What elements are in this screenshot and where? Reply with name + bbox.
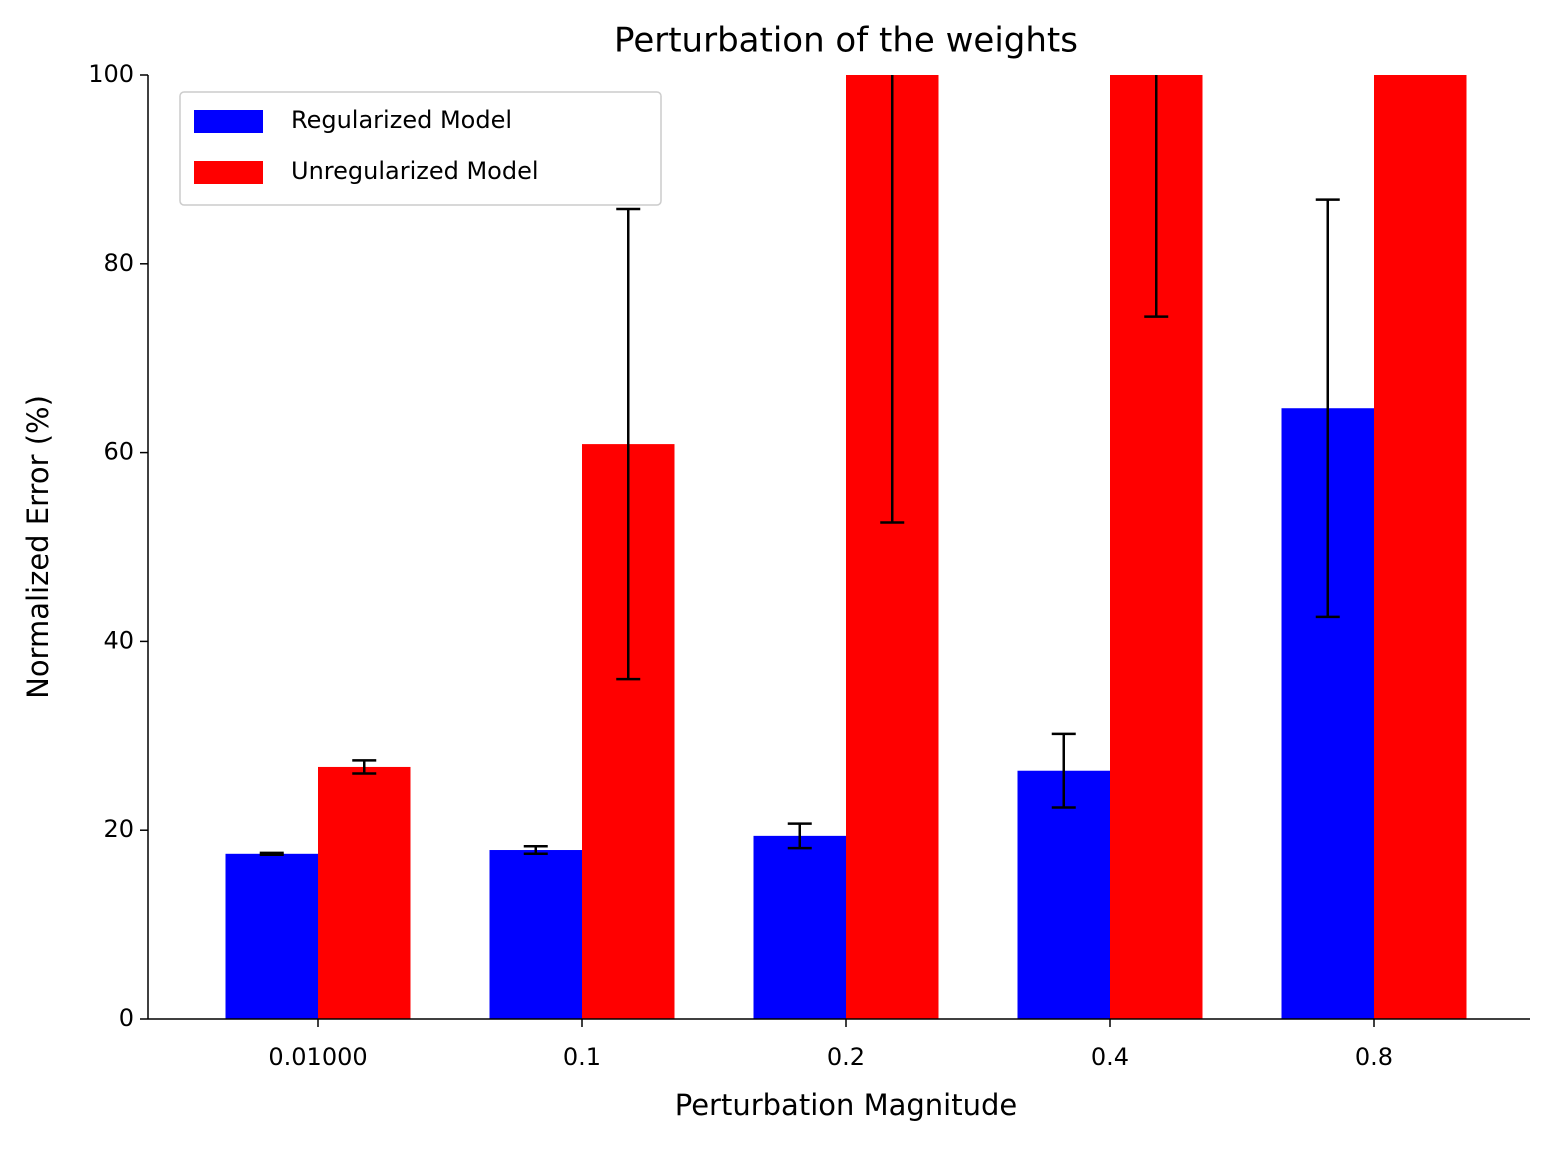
y-tick-label: 20 xyxy=(103,815,134,843)
y-tick-label: 100 xyxy=(88,60,134,88)
x-tick-label: 0.1 xyxy=(563,1043,601,1071)
y-tick-label: 40 xyxy=(103,626,134,654)
bar xyxy=(318,766,411,1019)
legend-label: Regularized Model xyxy=(291,106,512,134)
x-tick-label: 0.2 xyxy=(827,1043,865,1071)
x-tick-label: 0.4 xyxy=(1091,1043,1129,1071)
y-tick-label: 0 xyxy=(119,1004,134,1032)
legend-label: Unregularized Model xyxy=(291,157,539,185)
x-tick-label: 0.8 xyxy=(1355,1043,1393,1071)
y-tick-label: 80 xyxy=(103,249,134,277)
error-bar xyxy=(787,822,812,850)
error-bar xyxy=(352,759,377,775)
chart-title: Perturbation of the weights xyxy=(614,21,1078,61)
error-bar xyxy=(523,844,548,856)
error-bar xyxy=(1315,198,1340,619)
error-bar xyxy=(616,207,641,681)
bar xyxy=(489,850,582,1019)
plot-area xyxy=(225,75,1467,1019)
error-bar xyxy=(1144,75,1169,318)
bar xyxy=(1374,75,1467,1019)
legend: Regularized Model Unregularized Model xyxy=(179,91,662,206)
bar xyxy=(1017,770,1110,1019)
error-bar xyxy=(880,75,905,524)
legend-swatch xyxy=(194,110,263,133)
error-bar xyxy=(1051,732,1076,809)
bar xyxy=(225,853,318,1019)
y-tick-label: 60 xyxy=(103,438,134,466)
error-bar xyxy=(259,851,284,856)
x-axis-label: Perturbation Magnitude xyxy=(675,1088,1017,1122)
legend-swatch xyxy=(194,161,263,184)
axes: 0 20 40 60 80 100 0.01000 0.1 0.2 0.4 0.8 xyxy=(88,60,1530,1071)
y-axis-label: Normalized Error (%) xyxy=(21,395,55,699)
legend-box xyxy=(179,91,662,206)
x-tick-label: 0.01000 xyxy=(268,1043,367,1071)
bar xyxy=(753,835,846,1019)
